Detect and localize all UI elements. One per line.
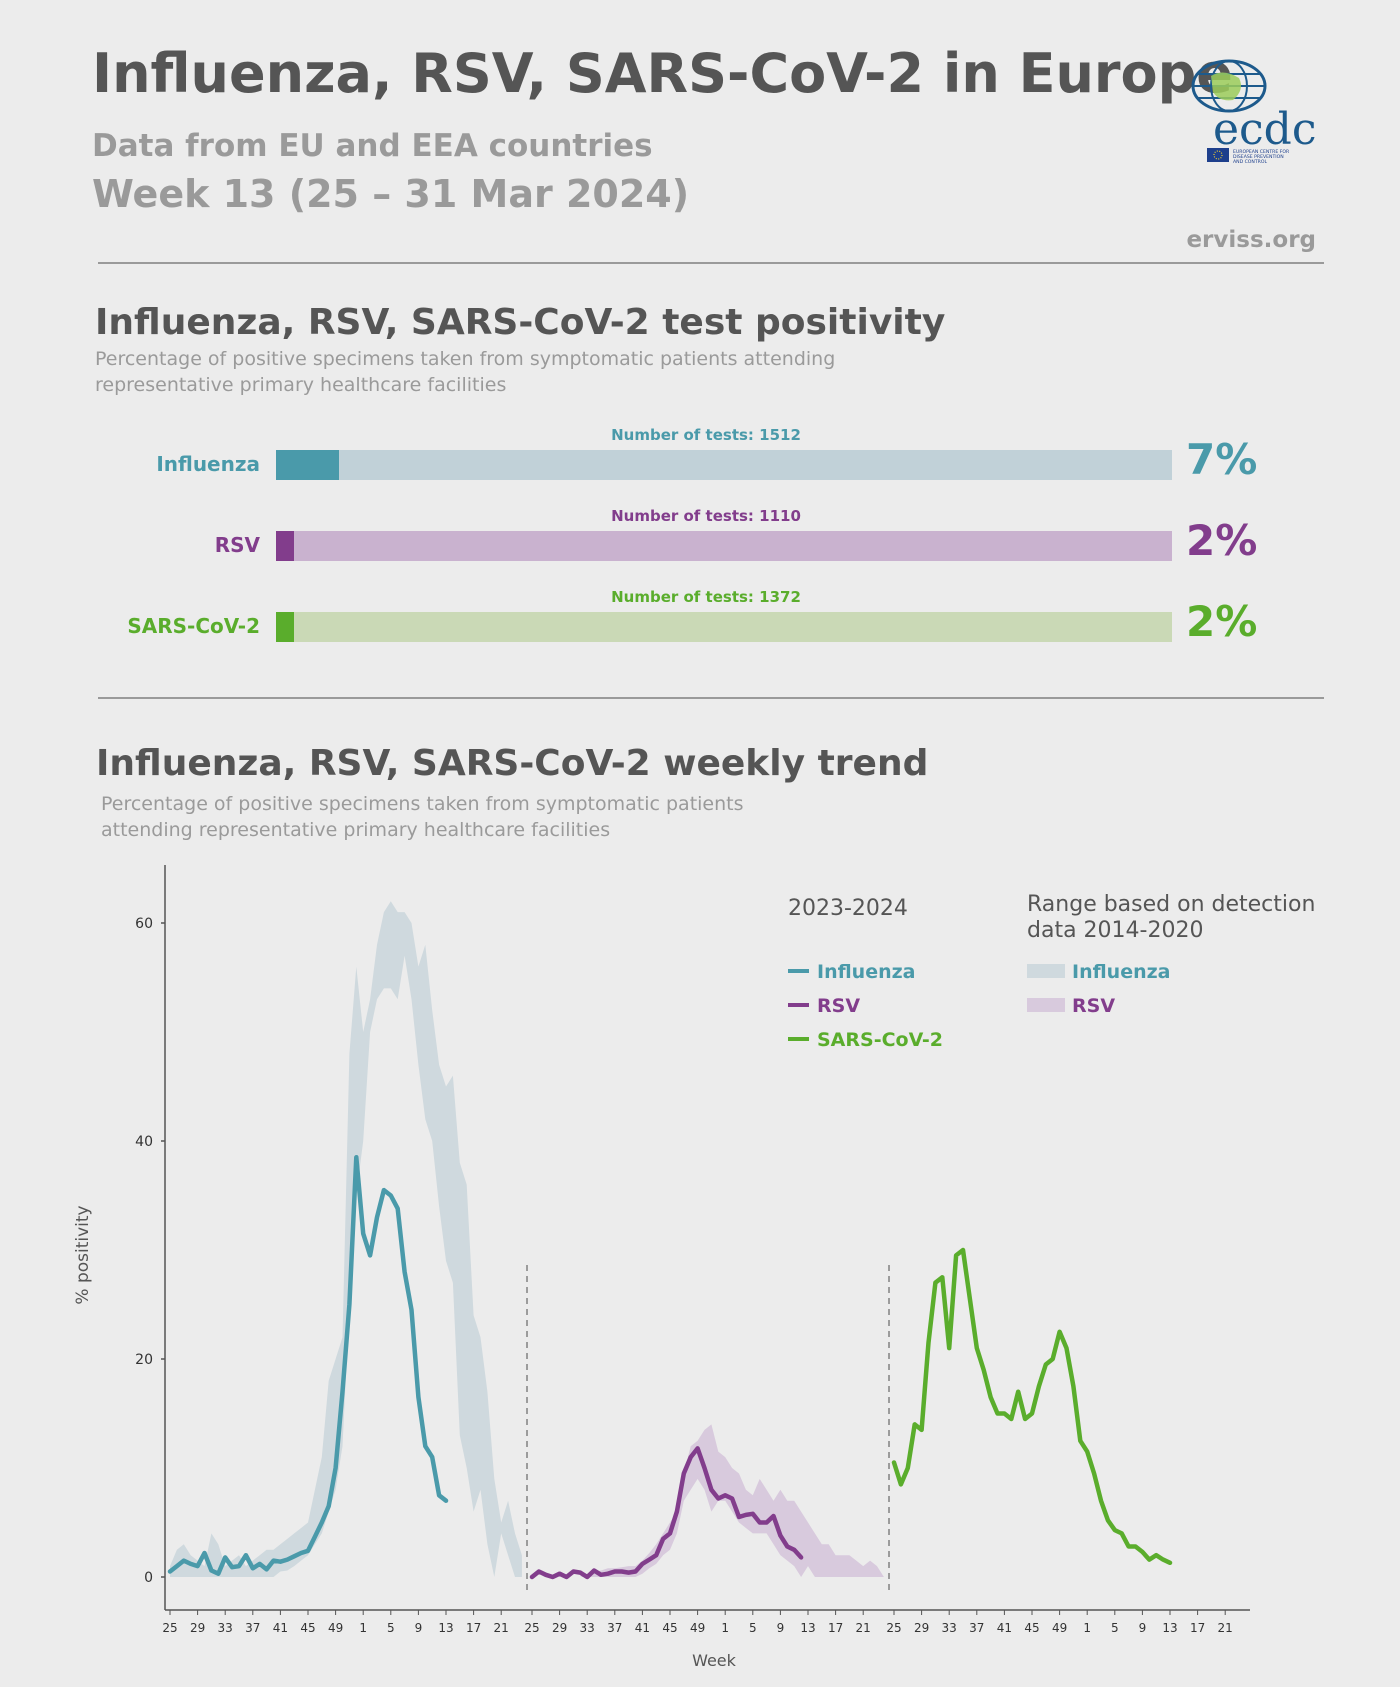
- positivity-percent-influenza: 7%: [1186, 435, 1258, 484]
- x-tick-label: 49: [1052, 1621, 1067, 1635]
- legend-range-swatch-rsv: [1027, 998, 1065, 1012]
- x-tick-label: 25: [886, 1621, 901, 1635]
- x-tick-label: 13: [1162, 1621, 1177, 1635]
- positivity-label-rsv: RSV: [214, 533, 260, 557]
- x-tick-label: 45: [662, 1621, 677, 1635]
- x-tick-label: 25: [162, 1621, 177, 1635]
- legend-season-title: 2023-2024: [788, 896, 908, 921]
- x-tick-label: 21: [856, 1621, 871, 1635]
- legend-item-rsv: RSV: [817, 995, 860, 1017]
- tests-count-rsv: Number of tests: 1110: [611, 507, 801, 525]
- x-axis-label: Week: [692, 1651, 737, 1670]
- influenza-line: [167, 1155, 449, 1576]
- x-tick-label: 33: [942, 1621, 957, 1635]
- rsv-line: [529, 1446, 804, 1580]
- x-tick-label: 9: [1139, 1621, 1147, 1635]
- x-tick-label: 41: [635, 1621, 650, 1635]
- legend-range-item-rsv: RSV: [1072, 995, 1115, 1017]
- page-subtitle: Data from EU and EEA countries: [92, 128, 653, 164]
- positivity-bar-rsv: [276, 531, 1172, 561]
- week-label: Week 13 (25 – 31 Mar 2024): [92, 172, 690, 216]
- legend-range-title: Range based on detection: [1027, 892, 1315, 917]
- x-tick-label: 5: [749, 1621, 757, 1635]
- positivity-description: Percentage of positive specimens taken f…: [95, 348, 836, 396]
- x-tick-label: 37: [607, 1621, 622, 1635]
- x-tick-label: 1: [1083, 1621, 1091, 1635]
- positivity-bar-fill-rsv: [276, 531, 294, 561]
- x-tick-label: 29: [190, 1621, 205, 1635]
- positivity-label-influenza: Influenza: [156, 452, 260, 476]
- x-tick-label: 33: [218, 1621, 233, 1635]
- x-tick-label: 33: [580, 1621, 595, 1635]
- x-tick-label: 9: [415, 1621, 423, 1635]
- site-link[interactable]: erviss.org: [1186, 227, 1316, 253]
- svg-text:EUROPEAN CENTRE FOR: EUROPEAN CENTRE FOR: [1233, 149, 1290, 155]
- rsv-range-band: [532, 1424, 884, 1577]
- logo-text: ecdc: [1213, 104, 1317, 155]
- divider: [98, 697, 1324, 699]
- globe-icon: [1191, 59, 1267, 113]
- y-tick-label: 40: [135, 1134, 153, 1150]
- x-tick-label: 25: [524, 1621, 539, 1635]
- influenza-range-band: [170, 901, 522, 1577]
- trend-description: Percentage of positive specimens taken f…: [101, 793, 744, 841]
- page-title: Influenza, RSV, SARS-CoV-2 in Europe: [92, 42, 1233, 105]
- x-tick-label: 49: [328, 1621, 343, 1635]
- y-tick-label: 20: [135, 1352, 153, 1368]
- positivity-bar-influenza: [276, 450, 1172, 480]
- x-tick-label: 37: [245, 1621, 260, 1635]
- y-tick-label: 0: [144, 1570, 153, 1586]
- svg-text:DISEASE PREVENTION: DISEASE PREVENTION: [1233, 154, 1284, 160]
- x-tick-label: 49: [690, 1621, 705, 1635]
- legend-item-influenza: Influenza: [817, 961, 916, 983]
- weekly-trend-chart: 0 20 40 60 % positivity Week 25 29 33 37 41 45 49 1 5 9…: [73, 865, 1315, 1670]
- x-tick-label: 21: [494, 1621, 509, 1635]
- legend-range-title: data 2014-2020: [1027, 918, 1203, 943]
- legend-item-sarscov2: SARS-CoV-2: [817, 1029, 943, 1051]
- trend-title: Influenza, RSV, SARS-CoV-2 weekly trend: [96, 743, 929, 784]
- sarscov2-line: [891, 1247, 1173, 1566]
- ecdc-logo: ecdc EUROPEAN CENTRE FOR DISEASE PREVENT…: [1191, 59, 1317, 165]
- x-tick-label: 45: [300, 1621, 315, 1635]
- x-tick-label: 17: [828, 1621, 843, 1635]
- x-tick-label: 5: [387, 1621, 395, 1635]
- x-tick-label: 13: [438, 1621, 453, 1635]
- x-tick-label: 21: [1218, 1621, 1233, 1635]
- positivity-bar-fill-sarscov2: [276, 612, 294, 642]
- y-tick-label: 60: [135, 916, 153, 932]
- x-tick-label: 5: [1111, 1621, 1119, 1635]
- svg-text:AND CONTROL: AND CONTROL: [1233, 159, 1267, 165]
- tests-count-influenza: Number of tests: 1512: [611, 426, 801, 444]
- y-axis-label: % positivity: [73, 1205, 93, 1304]
- x-tick-label: 1: [721, 1621, 729, 1635]
- x-tick-label: 37: [969, 1621, 984, 1635]
- x-tick-label: 17: [466, 1621, 481, 1635]
- positivity-percent-rsv: 2%: [1186, 516, 1258, 565]
- positivity-bar-sarscov2: [276, 612, 1172, 642]
- positivity-percent-sarscov2: 2%: [1186, 597, 1258, 646]
- x-tick-label: 41: [273, 1621, 288, 1635]
- x-tick-label: 45: [1024, 1621, 1039, 1635]
- x-tick-label: 41: [997, 1621, 1012, 1635]
- positivity-bar-fill-influenza: [276, 450, 339, 480]
- x-tick-label: 13: [800, 1621, 815, 1635]
- positivity-label-sarscov2: SARS-CoV-2: [127, 614, 260, 638]
- legend-range-item-influenza: Influenza: [1072, 961, 1171, 983]
- legend-range-swatch-influenza: [1027, 964, 1065, 978]
- tests-count-sarscov2: Number of tests: 1372: [611, 588, 801, 606]
- divider: [98, 262, 1324, 264]
- x-tick-label: 9: [777, 1621, 785, 1635]
- x-tick-label: 1: [359, 1621, 367, 1635]
- x-tick-label: 29: [552, 1621, 567, 1635]
- x-tick-label: 17: [1190, 1621, 1205, 1635]
- x-tick-label: 29: [914, 1621, 929, 1635]
- positivity-title: Influenza, RSV, SARS-CoV-2 test positivi…: [95, 302, 946, 343]
